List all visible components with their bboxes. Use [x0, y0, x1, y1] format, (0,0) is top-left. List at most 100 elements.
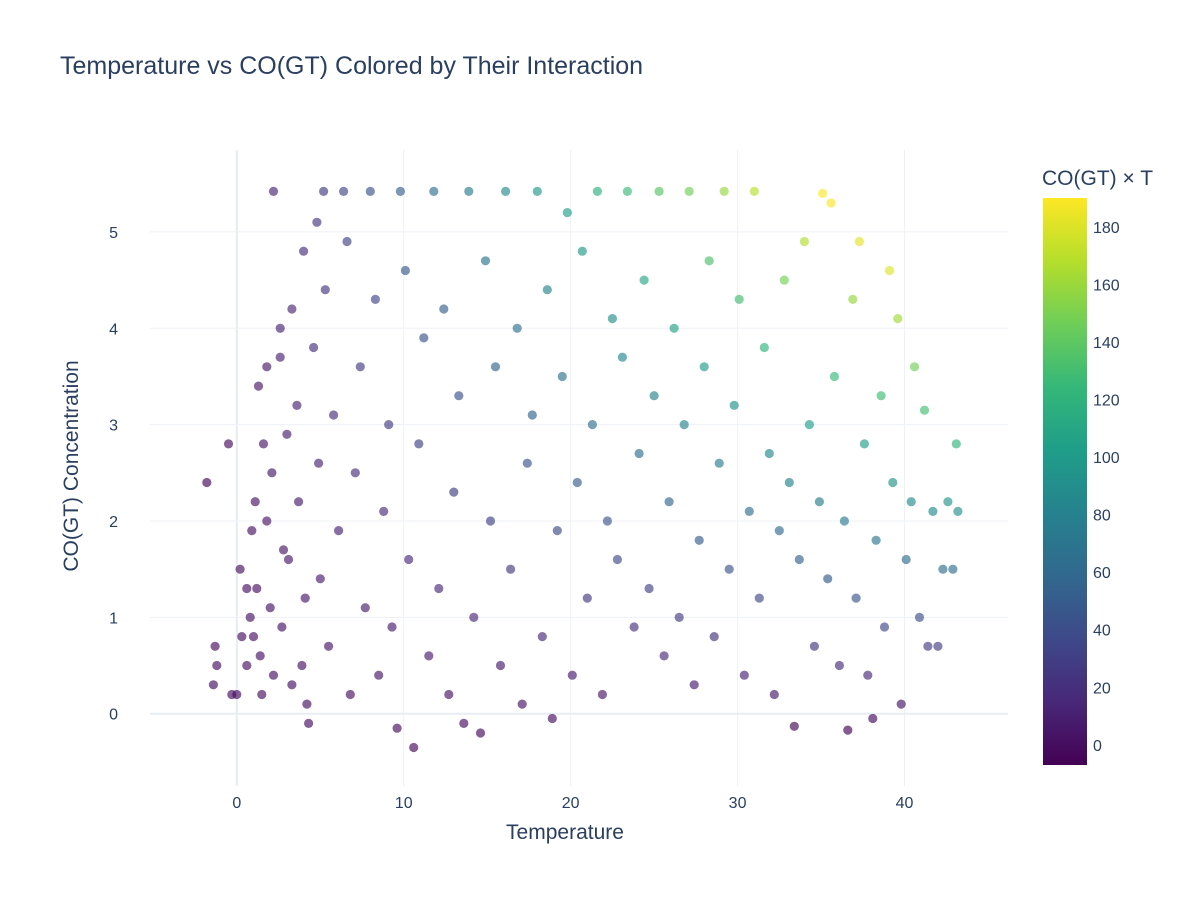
colorbar-tick-label: 0 — [1093, 738, 1102, 755]
scatter-point — [414, 439, 424, 449]
scatter-point — [809, 641, 820, 651]
scatter-point — [324, 641, 334, 651]
scatter-point — [282, 429, 292, 439]
x-axis-title: Temperature — [506, 821, 624, 844]
scatter-point — [839, 516, 850, 526]
colorbar-gradient — [1043, 198, 1087, 765]
scatter-point — [843, 725, 853, 735]
scatter-point — [275, 352, 285, 362]
colorbar-tick-label: 60 — [1093, 565, 1111, 582]
scatter-point — [299, 246, 309, 256]
scatter-point — [485, 516, 496, 526]
scatter-point — [622, 186, 633, 196]
scatter-point — [517, 699, 527, 709]
scatter-point — [379, 506, 389, 516]
scatter-point — [255, 651, 265, 661]
x-axis-ticks: 0 10 20 30 40 — [232, 795, 913, 812]
colorbar-tick-label: 20 — [1093, 680, 1111, 697]
scatter-point — [547, 713, 557, 724]
scatter-point — [592, 186, 603, 196]
scatter-point — [360, 603, 370, 613]
scatter-point — [242, 583, 252, 594]
scatter-point — [490, 362, 501, 372]
scatter-point — [297, 660, 307, 671]
scatter-point — [953, 506, 963, 516]
scatter-point — [859, 439, 870, 449]
scatter-point — [429, 186, 439, 196]
scatter-point — [679, 420, 689, 430]
scatter-point — [501, 186, 511, 196]
scatter-point — [384, 420, 394, 430]
scatter-point — [248, 632, 259, 642]
scatter-point — [506, 564, 516, 574]
scatter-point — [769, 689, 779, 700]
scatter-point — [951, 439, 961, 449]
scatter-point — [537, 632, 547, 642]
scatter-point — [253, 381, 264, 391]
scatter-point — [268, 186, 279, 196]
scatter-point — [829, 371, 840, 382]
scatter-point — [245, 612, 255, 623]
x-tick-label: 40 — [896, 795, 914, 812]
scatter-point — [562, 208, 572, 218]
scatter-point — [724, 564, 734, 574]
colorbar-tick-label: 100 — [1093, 450, 1120, 467]
scatter-point — [848, 294, 858, 304]
scatter-point — [804, 420, 815, 430]
scatter-point — [607, 314, 618, 324]
chart-title: Temperature vs CO(GT) Colored by Their I… — [60, 52, 643, 80]
scatter-point — [232, 689, 242, 700]
scatter-point — [419, 333, 429, 343]
scatter-point — [464, 186, 474, 196]
scatter-point — [823, 574, 833, 584]
scatter-point — [834, 660, 845, 671]
scatter-point — [744, 506, 754, 516]
scatter-point — [334, 526, 344, 536]
grid-layer — [150, 150, 1008, 786]
colorbar-ticks: 0 20 40 60 80 100 120 140 160 180 — [1093, 220, 1120, 755]
scatter-point — [320, 285, 330, 295]
scatter-point — [759, 342, 769, 353]
scatter-point — [729, 400, 739, 410]
scatter-point — [948, 564, 958, 574]
scatter-point — [292, 400, 302, 410]
scatter-point — [854, 236, 865, 247]
y-tick-label: 0 — [109, 707, 118, 724]
y-tick-label: 1 — [109, 610, 118, 627]
scatter-point — [212, 660, 222, 671]
scatter-point — [480, 256, 491, 266]
scatter-point — [237, 632, 247, 642]
colorbar-tick-label: 80 — [1093, 508, 1111, 525]
scatter-point — [365, 186, 375, 196]
scatter-point — [434, 583, 444, 594]
scatter-point — [329, 410, 339, 420]
scatter-point — [312, 217, 322, 227]
scatter-point — [933, 641, 943, 651]
scatter-point — [779, 275, 789, 285]
scatter-point — [674, 612, 684, 623]
scatter-point — [923, 641, 933, 651]
y-axis-title: CO(GT) Concentration — [60, 360, 83, 571]
scatter-point — [345, 689, 355, 700]
scatter-point — [659, 651, 669, 661]
scatter-point — [602, 516, 613, 526]
colorbar: CO(GT) × T 0 20 40 60 80 100 120 140 160 180 — [1042, 167, 1153, 765]
scatter-point — [527, 410, 537, 420]
scatter-point — [567, 670, 577, 680]
scatter-point — [789, 721, 799, 731]
scatter-point — [784, 477, 794, 488]
scatter-point — [208, 680, 218, 690]
scatter-point — [901, 554, 911, 565]
scatter-point — [749, 186, 759, 196]
scatter-point — [342, 236, 352, 247]
scatter-point — [242, 660, 252, 671]
scatter-point — [587, 420, 598, 430]
scatter-point — [287, 304, 297, 314]
scatter-point — [387, 622, 397, 632]
scatter-point — [868, 713, 878, 724]
scatter-point — [409, 742, 419, 753]
scatter-point — [694, 535, 704, 545]
scatter-point — [469, 612, 479, 623]
scatter-point — [257, 689, 267, 700]
